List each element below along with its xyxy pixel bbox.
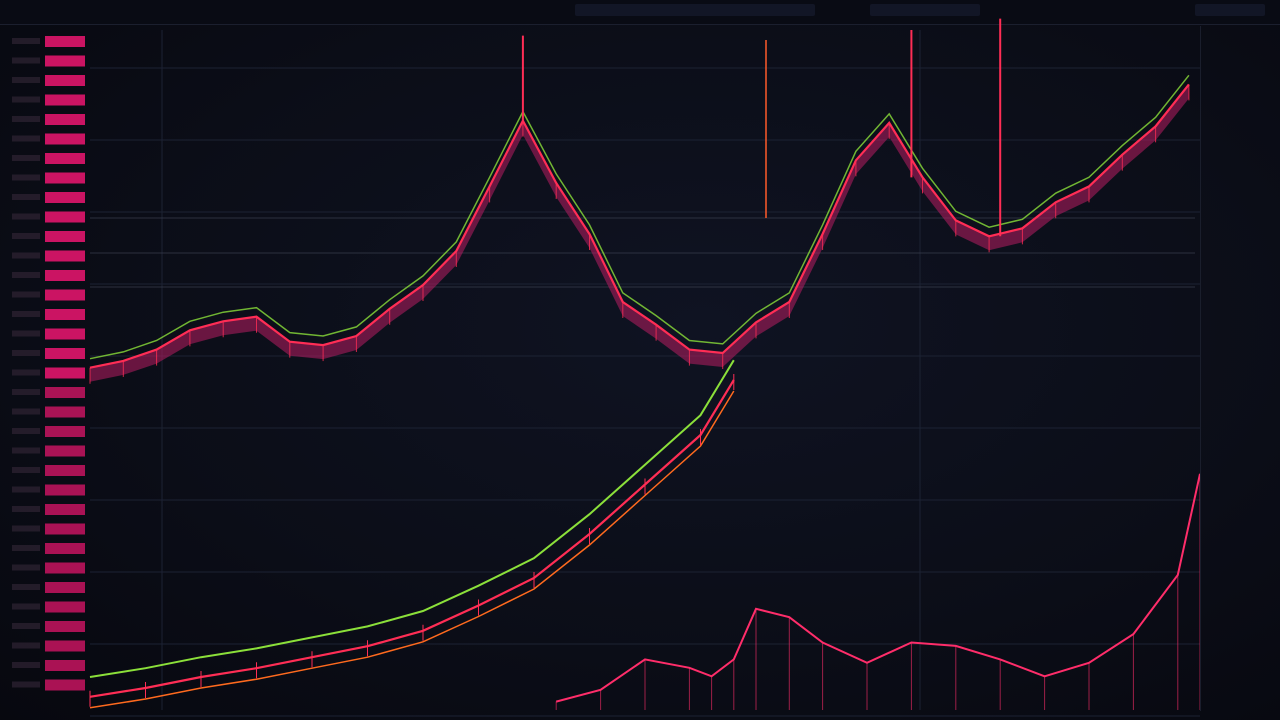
depth-price-tick xyxy=(12,584,40,590)
depth-bar xyxy=(45,250,85,262)
depth-bar xyxy=(45,426,85,437)
depth-bar xyxy=(45,679,85,691)
volume-line xyxy=(555,473,1201,703)
depth-price-tick xyxy=(12,77,40,83)
depth-bar xyxy=(45,582,85,593)
toolbar-segment[interactable] xyxy=(575,4,815,16)
depth-bar xyxy=(45,601,85,613)
depth-bar xyxy=(45,133,85,145)
depth-price-tick xyxy=(12,174,40,181)
depth-price-tick xyxy=(12,681,40,688)
depth-price-tick xyxy=(12,291,40,298)
depth-bar xyxy=(45,660,85,671)
depth-price-tick xyxy=(12,642,40,649)
depth-bar xyxy=(45,523,85,535)
depth-bar xyxy=(45,484,85,496)
depth-price-tick xyxy=(12,603,40,610)
depth-bar xyxy=(45,211,85,223)
depth-bar xyxy=(45,543,85,554)
depth-price-tick xyxy=(12,96,40,103)
depth-price-tick xyxy=(12,350,40,356)
depth-price-tick xyxy=(12,272,40,278)
depth-price-tick xyxy=(12,135,40,142)
trend-ma-orange xyxy=(89,390,735,709)
depth-price-tick xyxy=(12,525,40,532)
price-band xyxy=(90,84,1189,382)
depth-price-tick xyxy=(12,252,40,259)
depth-price-tick xyxy=(12,369,40,376)
depth-price-tick xyxy=(12,194,40,200)
depth-price-tick xyxy=(12,623,40,629)
depth-bar xyxy=(45,231,85,242)
depth-bar xyxy=(45,621,85,632)
depth-price-tick xyxy=(12,662,40,668)
depth-bar xyxy=(45,445,85,457)
depth-price-tick xyxy=(12,428,40,434)
depth-price-tick xyxy=(12,447,40,454)
trend-ma-green xyxy=(89,359,735,678)
depth-bar xyxy=(45,36,85,47)
depth-price-tick xyxy=(12,506,40,512)
depth-price-tick xyxy=(12,116,40,122)
depth-bar xyxy=(45,114,85,125)
depth-price-tick xyxy=(12,408,40,415)
depth-price-tick xyxy=(12,564,40,571)
depth-bar xyxy=(45,348,85,359)
depth-price-tick xyxy=(12,467,40,473)
depth-price-tick xyxy=(12,213,40,220)
depth-bar xyxy=(45,309,85,320)
toolbar-segment[interactable] xyxy=(870,4,980,16)
price-ma-green xyxy=(89,74,1190,360)
depth-bar xyxy=(45,504,85,515)
depth-bar xyxy=(45,172,85,184)
depth-price-tick xyxy=(12,57,40,64)
depth-bar xyxy=(45,192,85,203)
depth-bar xyxy=(45,387,85,398)
top-toolbar xyxy=(0,0,1280,25)
depth-price-tick xyxy=(12,545,40,551)
depth-bar xyxy=(45,640,85,652)
depth-bar xyxy=(45,328,85,340)
depth-price-tick xyxy=(12,38,40,44)
depth-price-tick xyxy=(12,233,40,239)
depth-bar xyxy=(45,367,85,379)
depth-price-tick xyxy=(12,155,40,161)
depth-price-tick xyxy=(12,311,40,317)
depth-bar xyxy=(45,153,85,164)
depth-bar xyxy=(45,406,85,418)
depth-bar xyxy=(45,562,85,574)
depth-price-tick xyxy=(12,486,40,493)
depth-price-tick xyxy=(12,330,40,337)
depth-bar xyxy=(45,465,85,476)
toolbar-segment[interactable] xyxy=(1195,4,1265,16)
price-line xyxy=(89,83,1190,369)
depth-bar xyxy=(45,94,85,106)
depth-bar xyxy=(45,55,85,67)
depth-bar xyxy=(45,75,85,86)
right-price-axis xyxy=(1200,26,1271,711)
depth-price-tick xyxy=(12,389,40,395)
depth-bar xyxy=(45,270,85,281)
depth-bar xyxy=(45,289,85,301)
